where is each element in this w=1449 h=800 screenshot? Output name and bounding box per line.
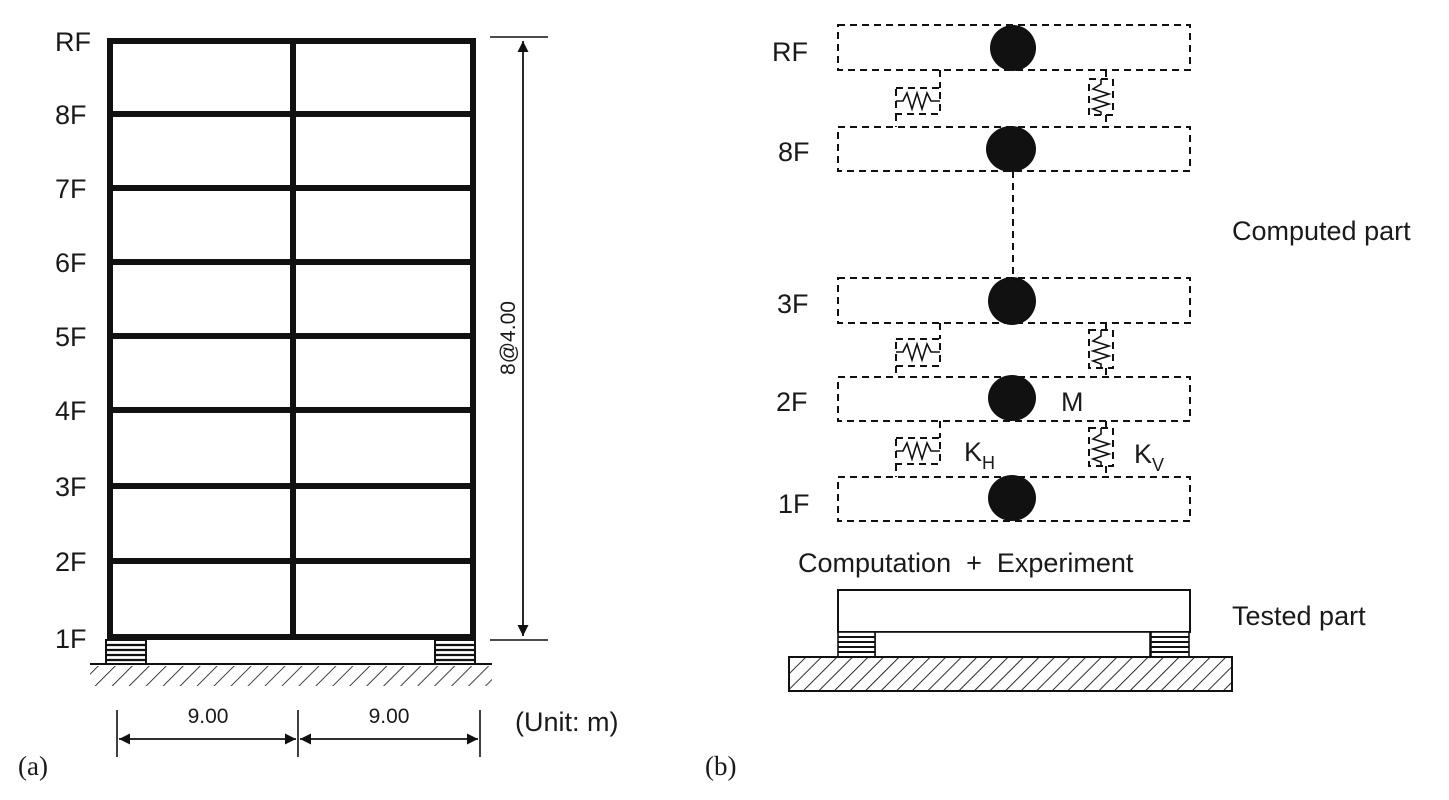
tested-specimen bbox=[788, 589, 1233, 692]
mass-8f bbox=[986, 126, 1036, 172]
span-dimension-right: 9.00 bbox=[369, 705, 410, 728]
horizontal-spring-2f bbox=[895, 421, 941, 477]
floor-label-b-3f: 3F bbox=[777, 289, 809, 319]
panel-a-label: (a) bbox=[18, 751, 48, 781]
panel-a-building-frame: RF 8F 7F 6F 5F 4F 3F 2F 1F 8@4.00 9.00 9… bbox=[18, 27, 619, 781]
floor-label-b-1f: 1F bbox=[778, 489, 810, 519]
mass-2f bbox=[988, 375, 1036, 421]
panel-b-label: (b) bbox=[705, 751, 736, 781]
floor-label-a-2f: 2F bbox=[55, 547, 87, 577]
slab-3f bbox=[837, 277, 1191, 324]
floor-label-a-7f: 7F bbox=[55, 174, 87, 204]
isolator-right bbox=[434, 639, 476, 665]
computation-experiment-label: Computation + Experiment bbox=[798, 548, 1134, 578]
springs-rf-8f bbox=[895, 70, 1114, 127]
specimen-isolator-right bbox=[1150, 631, 1190, 658]
vertical-spring-3f bbox=[1088, 323, 1114, 377]
computed-part-label: Computed part bbox=[1232, 216, 1411, 246]
isolator-left bbox=[105, 639, 147, 665]
spring-v-label: KV bbox=[1134, 439, 1164, 475]
specimen-isolator-left bbox=[837, 631, 876, 658]
floor-labels-b: RF 8F 3F 2F 1F bbox=[772, 37, 810, 519]
horizontal-spring-3f bbox=[895, 323, 941, 377]
spring-h-label-sub: H bbox=[982, 453, 995, 473]
mass-rf bbox=[990, 25, 1036, 71]
spring-h-label-main: K bbox=[964, 437, 982, 467]
floor-label-a-6f: 6F bbox=[55, 248, 87, 278]
height-dimension: 8@4.00 bbox=[490, 36, 548, 641]
unit-note: (Unit: m) bbox=[515, 707, 619, 737]
span-dimension-left: 9.00 bbox=[188, 705, 229, 728]
spring-v-label-sub: V bbox=[1152, 455, 1164, 475]
mass-1f bbox=[988, 475, 1036, 521]
frame-a bbox=[107, 38, 476, 640]
slab-rf bbox=[837, 24, 1191, 71]
mass-3f bbox=[988, 277, 1036, 325]
specimen-lower-beam bbox=[874, 631, 1151, 658]
floor-label-b-8f: 8F bbox=[778, 137, 810, 167]
floor-label-a-rf: RF bbox=[55, 27, 91, 57]
slab-1f bbox=[837, 476, 1191, 522]
floor-labels-a: RF 8F 7F 6F 5F 4F 3F 2F 1F bbox=[55, 27, 91, 654]
span-dimensions: 9.00 9.00 bbox=[116, 705, 481, 757]
mass-label: M bbox=[1061, 387, 1084, 417]
springs-3f-2f bbox=[895, 323, 1114, 377]
vertical-spring-rf bbox=[1088, 70, 1114, 127]
spring-h-label: KH bbox=[964, 437, 995, 473]
floor-label-b-2f: 2F bbox=[776, 387, 808, 417]
tested-part-label: Tested part bbox=[1232, 601, 1366, 631]
spring-v-label-main: K bbox=[1134, 439, 1152, 469]
floor-label-a-5f: 5F bbox=[55, 322, 87, 352]
floor-label-b-rf: RF bbox=[772, 37, 808, 67]
vertical-spring-2f bbox=[1088, 421, 1114, 477]
springs-2f-1f bbox=[895, 421, 1114, 477]
panel-b-analysis-model: RF 8F 3F 2F 1F M KH KV Computed part Com… bbox=[705, 24, 1411, 781]
shaking-table-base bbox=[788, 656, 1233, 692]
floor-label-a-1f: 1F bbox=[55, 624, 87, 654]
slab-8f bbox=[837, 126, 1191, 172]
horizontal-spring-rf bbox=[895, 70, 941, 127]
floor-label-a-4f: 4F bbox=[55, 396, 87, 426]
ground-hatch-a bbox=[90, 663, 492, 686]
height-dimension-label: 8@4.00 bbox=[497, 301, 520, 375]
floor-label-a-3f: 3F bbox=[55, 472, 87, 502]
specimen-slab bbox=[837, 589, 1191, 633]
floor-label-a-8f: 8F bbox=[55, 100, 87, 130]
slab-2f bbox=[837, 376, 1191, 422]
